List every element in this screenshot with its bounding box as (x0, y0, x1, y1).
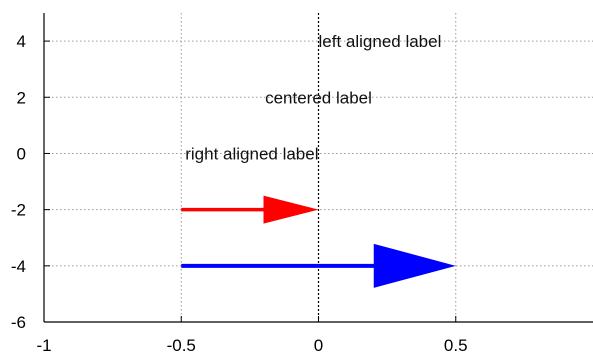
arrow-head (263, 195, 319, 224)
x-tick-label: -0.5 (167, 336, 196, 354)
red-arrow (181, 195, 319, 224)
axis-layer (43, 13, 593, 323)
x-tick-label: -1 (36, 336, 51, 354)
y-tick-label: 0 (17, 144, 26, 163)
annotation-layer: left aligned label centered label right al… (185, 32, 441, 163)
y-tick-label: -4 (11, 257, 26, 276)
y-tick-label: 4 (17, 32, 26, 51)
x-tick-label: 0.5 (444, 336, 468, 354)
tick-layer: -6 -4 -2 0 2 4 -1 -0.5 0 0.5 (11, 32, 468, 354)
y-tick-label: -6 (11, 313, 26, 332)
y-tick-label: -2 (11, 201, 26, 220)
arrow-layer (181, 195, 456, 288)
blue-arrow (181, 243, 456, 288)
annotation-label: left aligned label (319, 32, 442, 51)
annotation-label: right aligned label (185, 144, 318, 163)
y-tick-label: 2 (17, 88, 26, 107)
annotation-label: centered label (265, 88, 372, 107)
grid-layer (44, 13, 593, 322)
arrow-head (373, 243, 456, 288)
x-tick-label: 0 (314, 336, 323, 354)
